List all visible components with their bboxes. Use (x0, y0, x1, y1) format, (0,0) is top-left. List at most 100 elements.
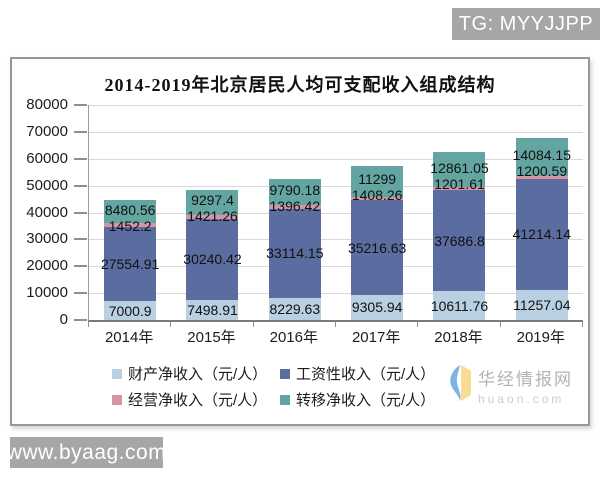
legend-item: 经营净收入（元/人） (112, 389, 280, 410)
bar-value-label: 27554.91 (100, 256, 160, 273)
legend-swatch (112, 394, 122, 405)
y-axis-tick-mark (74, 319, 87, 321)
huaon-logo-icon (448, 362, 472, 409)
bar-value-label: 9790.18 (269, 181, 321, 198)
bar-value-label: 33114.15 (266, 245, 324, 262)
bar-value-label: 7000.9 (108, 302, 152, 319)
y-axis-tick-mark (74, 104, 87, 106)
bar-segment (268, 178, 321, 206)
bar-segment (515, 137, 568, 176)
gridline (89, 105, 583, 106)
chart-frame: 2014-2019年北京居民人均可支配收入组成结构 7000.9 27554.91… (10, 57, 590, 426)
x-axis-tick-mark (252, 322, 254, 327)
bar-value-label: 11299 (358, 171, 397, 188)
legend-label: 财产净收入（元/人） (128, 366, 268, 383)
legend-item: 财产净收入（元/人） (112, 363, 280, 384)
bar-column: 8229.63 33114.15 1396.42 9790.18 (254, 105, 336, 320)
bar-segment (351, 200, 404, 295)
bar-segment (351, 196, 404, 201)
gridline (89, 266, 583, 268)
bar-segment (268, 297, 321, 320)
y-axis-tick-label: 60000 (26, 149, 68, 167)
x-axis-category-label: 2014年 (104, 329, 154, 346)
x-axis-category-label: 2016年 (269, 329, 318, 346)
legend-swatch (280, 394, 290, 405)
gridline (89, 131, 583, 133)
y-axis-tick-mark (74, 211, 87, 214)
bar-segment (104, 223, 157, 228)
bar-segment (104, 200, 157, 224)
bar-value-label: 14084.15 (512, 146, 572, 163)
bar-value-label: 1452.2 (108, 217, 152, 234)
bar-segment (186, 214, 239, 219)
bar-value-label: 1201.61 (434, 175, 485, 192)
y-axis-tick-label: 80000 (26, 96, 68, 113)
bar-value-label: 7498.91 (187, 301, 238, 318)
bar-column: 9305.94 35216.63 1408.26 11299 (336, 105, 418, 320)
bar-segment (351, 166, 404, 197)
gridline (89, 212, 583, 214)
legend-label: 工资性收入（元/人） (296, 366, 436, 383)
bar-value-label: 8480.56 (104, 201, 156, 218)
gridline (89, 185, 583, 187)
bar-value-label: 9297.4 (191, 192, 234, 209)
bar-value-label: 41214.14 (512, 226, 572, 243)
bar-value-label: 10611.76 (430, 297, 489, 314)
y-axis-tick-label: 10000 (26, 284, 68, 302)
x-axis-category-label: 2015年 (187, 329, 236, 346)
bar-column: 11257.04 41214.14 1200.59 14084.15 (501, 105, 583, 320)
bar-value-label: 30240.42 (183, 251, 242, 268)
bar-value-label: 11257.04 (513, 296, 571, 313)
legend: 财产净收入（元/人） 工资性收入（元/人） 经营净收入（元/人） 转移净收入（元/人） (12, 363, 548, 410)
y-axis-tick-mark (74, 157, 87, 160)
y-axis-tick-mark (74, 184, 87, 187)
y-axis-tick-label: 70000 (26, 122, 68, 140)
legend-label: 经营净收入（元/人） (128, 392, 268, 409)
site-watermark-badge: www.byaag.com (7, 437, 166, 468)
bar-segment (433, 291, 486, 320)
x-axis-tick-mark (335, 322, 336, 327)
x-axis-category-label: 2018年 (434, 329, 483, 346)
bar-segment (104, 227, 157, 302)
bar-segment (186, 218, 239, 300)
gridline (89, 239, 583, 241)
bar-segment (268, 205, 321, 209)
x-axis-category-label: 2017年 (351, 329, 401, 346)
bar-value-label: 1421.26 (187, 208, 238, 225)
bar-segment (104, 301, 157, 320)
y-axis-tick-label: 40000 (26, 203, 68, 221)
bar-segment (433, 190, 486, 292)
huaon-brand-text: 华经情报网 (478, 370, 573, 389)
bar-segment (515, 175, 568, 179)
legend-item: 工资性收入（元/人） (280, 363, 448, 384)
legend-swatch (112, 368, 122, 379)
bar-value-label: 35216.63 (347, 239, 407, 256)
bar-value-label: 12861.05 (430, 159, 489, 176)
bar-column: 7000.9 27554.91 1452.2 8480.56 (89, 105, 171, 320)
huaon-domain-text: huaon.com (478, 392, 565, 406)
bar-value-label: 1200.59 (516, 162, 568, 179)
legend-label: 转移净收入（元/人） (296, 392, 436, 409)
bar-segment (433, 186, 486, 191)
gridline (89, 293, 583, 295)
bar-value-label: 1408.26 (351, 187, 403, 204)
plot-area: 7000.9 27554.91 1452.2 8480.56 7498.91 30240.… (88, 105, 583, 322)
bar-segment (186, 299, 239, 320)
bar-segment (186, 189, 239, 215)
x-axis-tick-mark (417, 322, 419, 327)
bar-column: 7498.91 30240.42 1421.26 9297.4 (171, 105, 253, 320)
legend-swatch (280, 368, 290, 379)
bar-value-label: 37686.8 (434, 232, 485, 249)
y-axis-tick-mark (74, 292, 87, 295)
bar-segment (433, 152, 486, 187)
bar-segment (268, 208, 321, 298)
x-axis-tick-mark (582, 322, 583, 327)
bar-segment (351, 295, 404, 320)
bar-segment (515, 289, 568, 320)
y-axis-tick-mark (74, 130, 87, 133)
gridline (89, 158, 583, 160)
x-axis-category-label: 2019年 (516, 329, 565, 346)
x-axis-tick-mark (499, 322, 501, 327)
x-axis-tick-mark (88, 322, 89, 327)
